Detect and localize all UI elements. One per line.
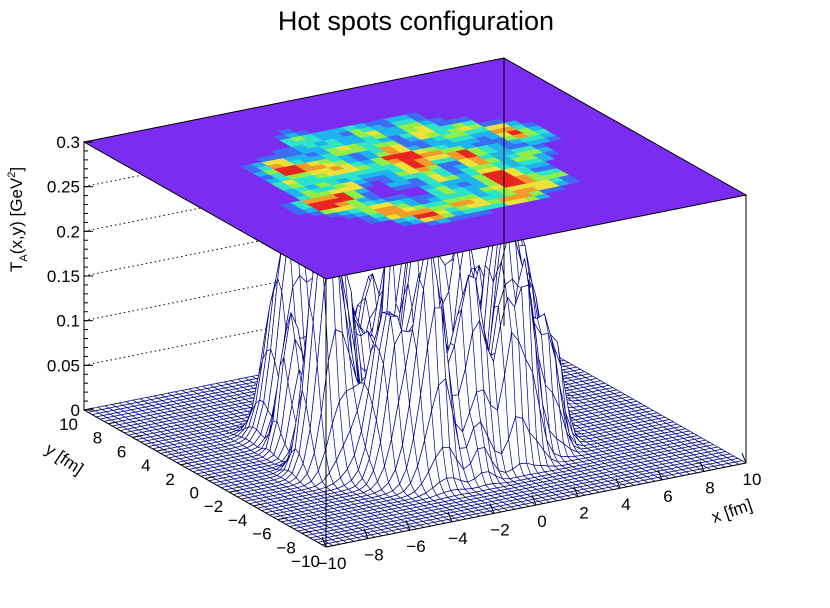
surface-strip [276,377,703,523]
surface-mesh [83,156,747,548]
chart-title: Hot spots configuration [278,6,554,36]
x-tick-label: −4 [448,529,467,548]
z-tick-label: 0.15 [47,267,80,286]
surface-strip [308,453,735,541]
x-tick-label: 6 [663,487,672,506]
y-tick-label: 6 [117,442,126,461]
y-tick-label: −6 [252,525,271,544]
z-axis-title-main: T [7,262,26,272]
z-tick-label: 0.2 [56,222,80,241]
x-tick-label: −10 [318,554,347,573]
y-tick-label: 10 [59,415,78,434]
y-tick [132,434,143,438]
y-tick-label: −4 [228,511,247,530]
y-tick-label: 4 [141,456,150,475]
z-tick-label: 0.25 [47,178,80,197]
x-tick [405,520,411,531]
x-tick [321,536,327,548]
y-tick [277,517,288,521]
surface-strip [312,455,739,543]
top-color-plane [82,57,748,280]
x-tick [447,511,453,522]
surface-strip [268,244,695,518]
y-tick-label: 8 [93,429,102,448]
heat-cell [520,121,539,128]
x-tick-label: −8 [364,546,383,565]
surface-strip [288,442,715,530]
surface-strip [272,307,699,520]
y-tick [180,462,191,466]
y-tick-label: −2 [204,497,223,516]
z-axis-title-end: ] [7,167,26,172]
heat-cell [277,128,295,135]
x-tick-label: −6 [406,537,425,556]
surface-strip [304,451,731,539]
z-axis-title: TA(x,y) [GeV2] [6,167,30,272]
z-tick-label: 0 [71,401,80,420]
z-tick-label: 0.3 [56,133,80,152]
surface-strip [316,458,743,546]
x-tick [573,486,579,497]
y-tick [108,421,119,425]
x-tick [741,452,747,464]
z-tick-label: 0.05 [47,356,80,375]
x-tick [615,478,621,489]
y-tick-label: −8 [276,538,295,557]
y-tick-label: −10 [291,552,320,571]
y-tick-label: 2 [165,470,174,489]
z-tick-label: 0.1 [56,312,80,331]
x-tick [699,461,705,472]
surface-strip [280,437,707,525]
x-axis: −10 −8 −6 −4 −2 0 2 4 6 8 10 [318,452,762,573]
z-axis-title-sup: 2 [6,172,18,178]
y-tick [156,448,167,452]
surface-strip [292,444,719,532]
heat-cell [404,112,423,119]
x-tick [531,494,537,506]
y-tick [229,489,240,493]
surface-strip [321,460,747,548]
heat-cell [427,117,446,124]
z-axis-title-mid: (x,y) [GeV [7,177,26,254]
y-tick [253,503,264,507]
x-tick-label: 4 [621,495,630,514]
surface-strip [296,446,723,534]
x-tick [489,503,495,514]
x-tick-label: 10 [743,470,762,489]
x-tick [363,528,369,539]
y-tick [301,530,312,534]
heat-cell [487,119,506,126]
z-axis: 0 0.05 0.1 0.15 0.2 0.25 0.3 [47,133,93,420]
y-tick [83,407,95,411]
y-tick-label: 0 [190,484,199,503]
heat-cell [504,120,522,127]
heat-cell [392,193,410,200]
x-tick-label: 0 [537,512,546,531]
x-axis-title: x [fm] [709,495,754,526]
heat-cell [293,130,312,137]
x-tick-label: −2 [490,520,509,539]
x-tick-label: 8 [705,478,714,497]
y-tick [325,544,337,548]
z-axis-title-sub: A [18,254,30,262]
x-tick-label: 2 [579,504,588,523]
y-tick [204,476,216,479]
y-axis-title: y [fm] [42,440,87,479]
heat-cell [454,116,473,123]
x-tick [657,469,663,480]
